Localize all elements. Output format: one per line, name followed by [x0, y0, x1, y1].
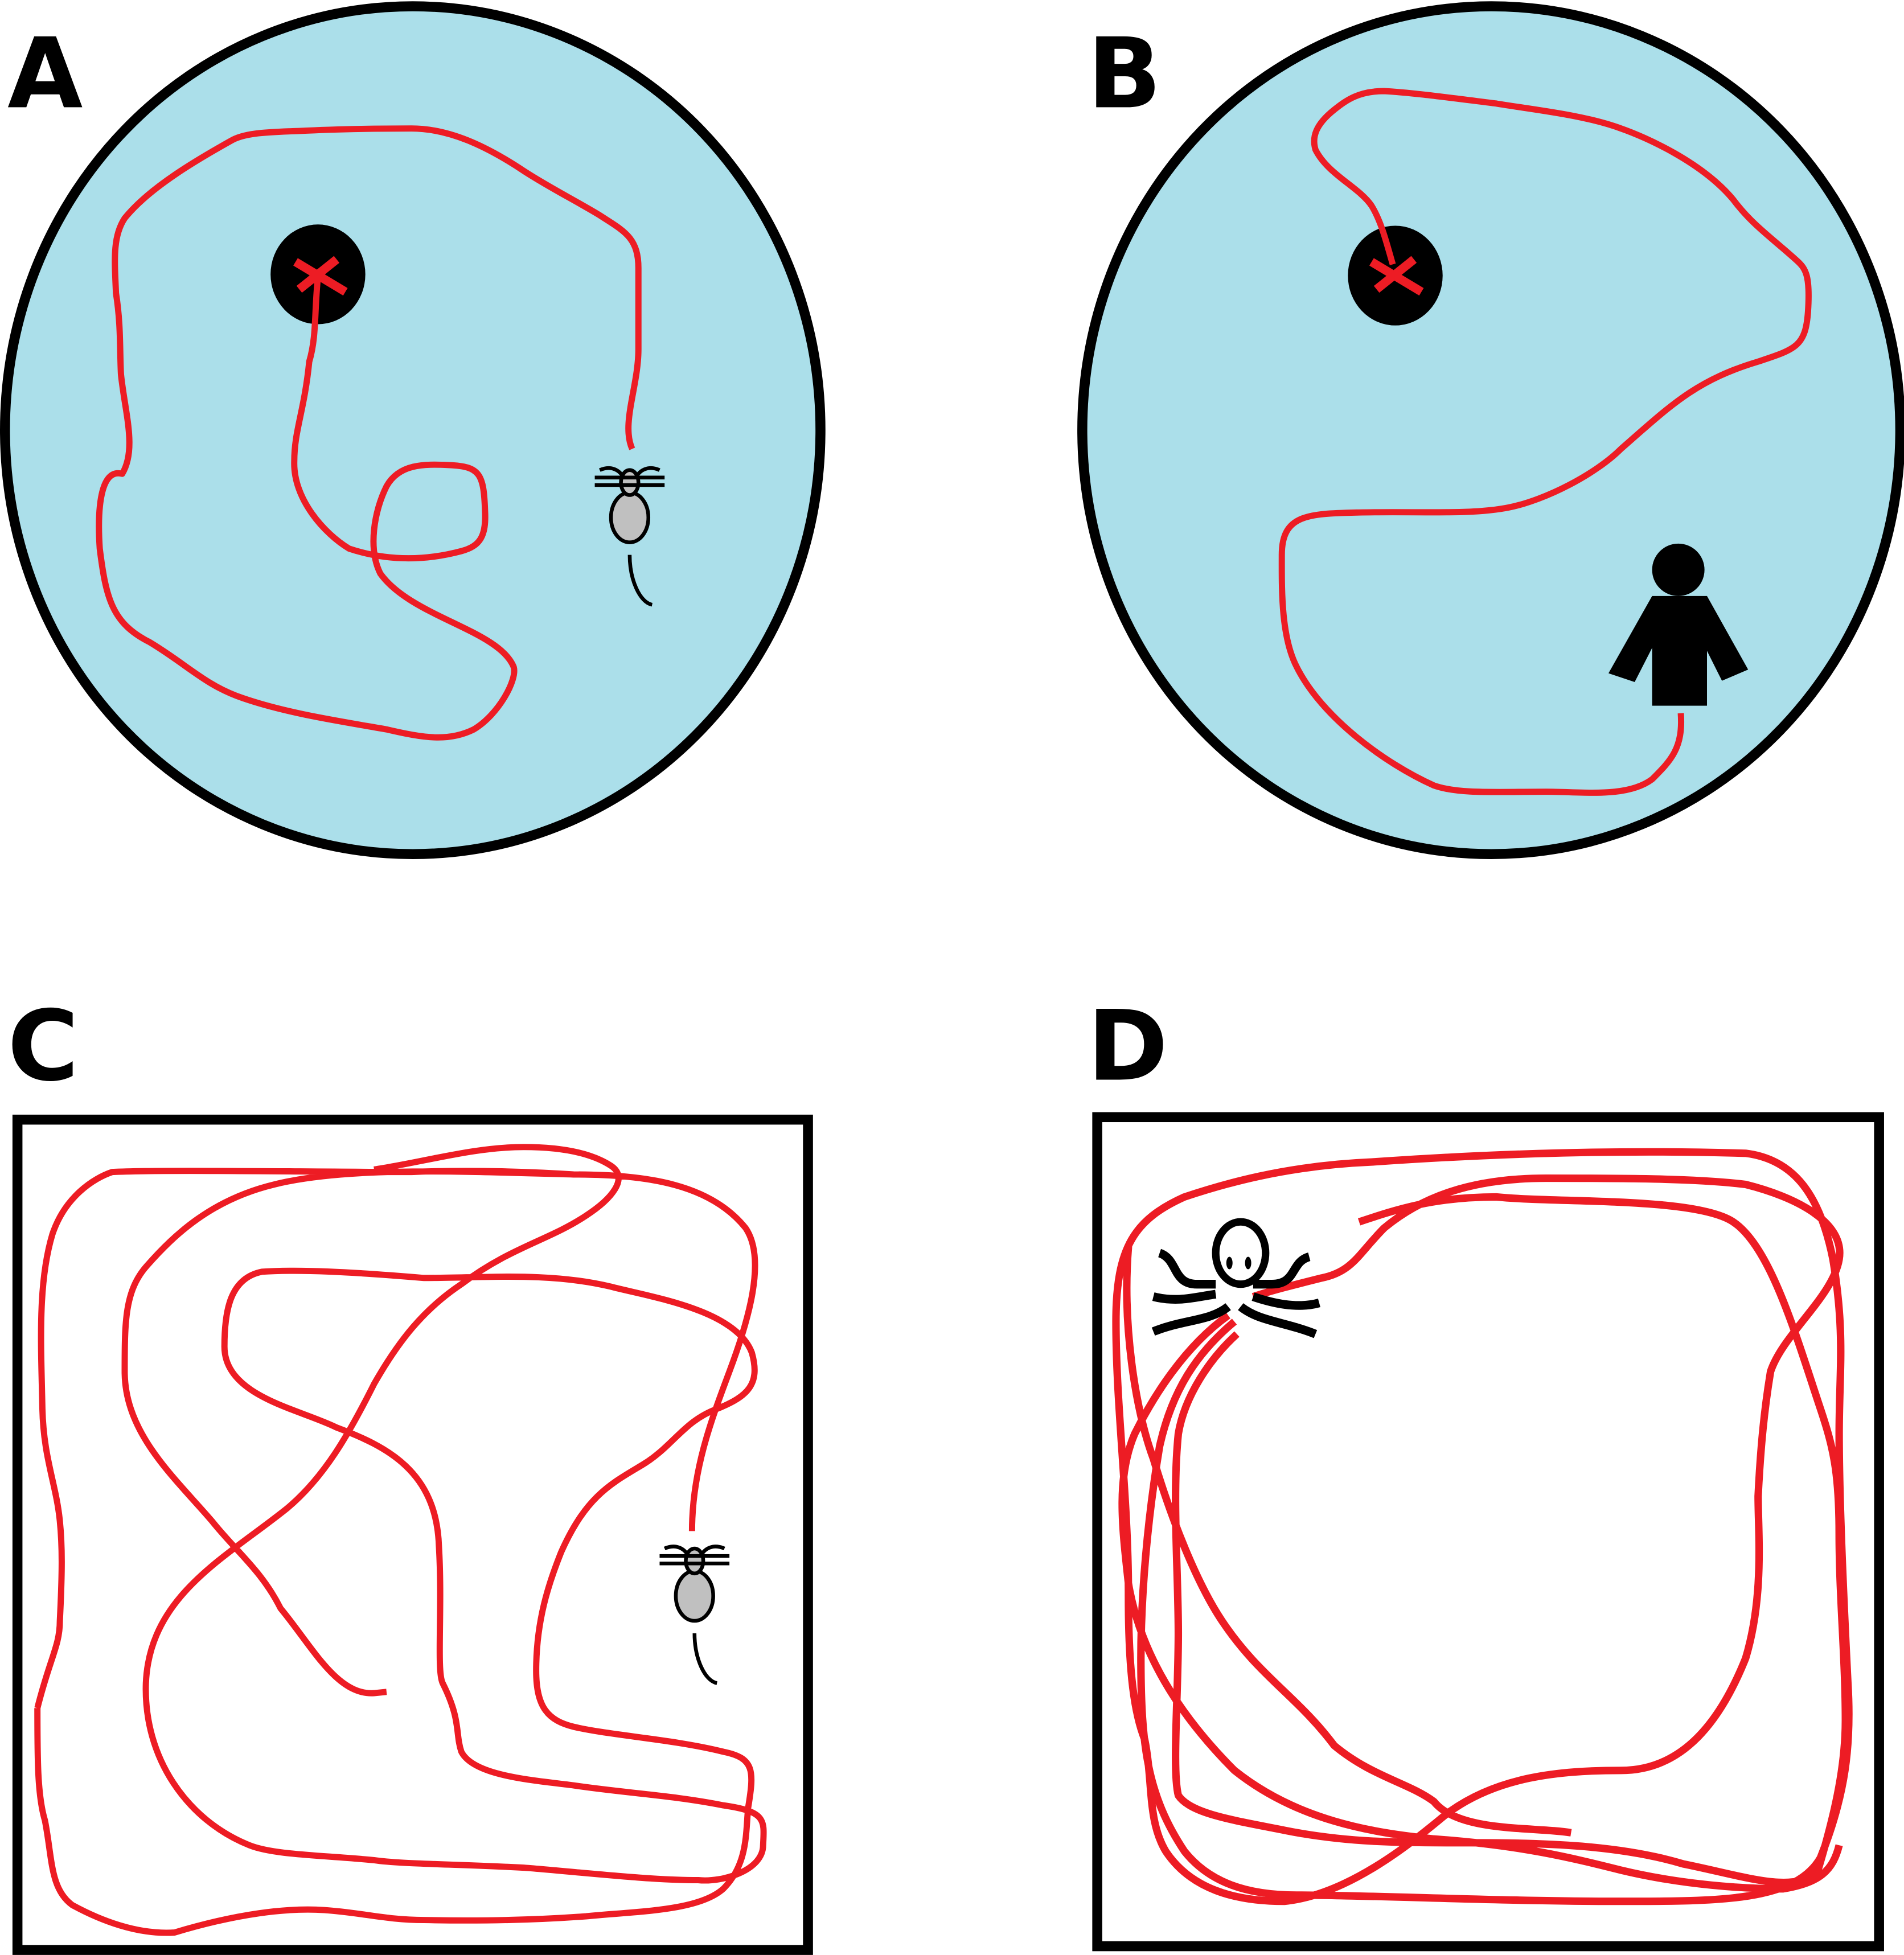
- panel-label: B: [1088, 17, 1162, 130]
- water-maze: [1077, 1, 1904, 859]
- exploration-path: [34, 1144, 767, 1936]
- human-icon: [1608, 543, 1749, 706]
- exploration-path: [1112, 1148, 1853, 1905]
- swim-path: [96, 125, 642, 741]
- panel-label: D: [1088, 990, 1168, 1103]
- navigation-path: [1278, 88, 1812, 796]
- goal-mark: [293, 256, 348, 296]
- panel-label: A: [7, 17, 83, 130]
- octopus-icon: [1151, 1218, 1320, 1338]
- goal-mark: [1369, 256, 1424, 296]
- water-maze: [0, 1, 826, 859]
- open-field: [1092, 1112, 1884, 1952]
- panel-label: C: [7, 990, 79, 1103]
- open-field: [12, 1114, 813, 1955]
